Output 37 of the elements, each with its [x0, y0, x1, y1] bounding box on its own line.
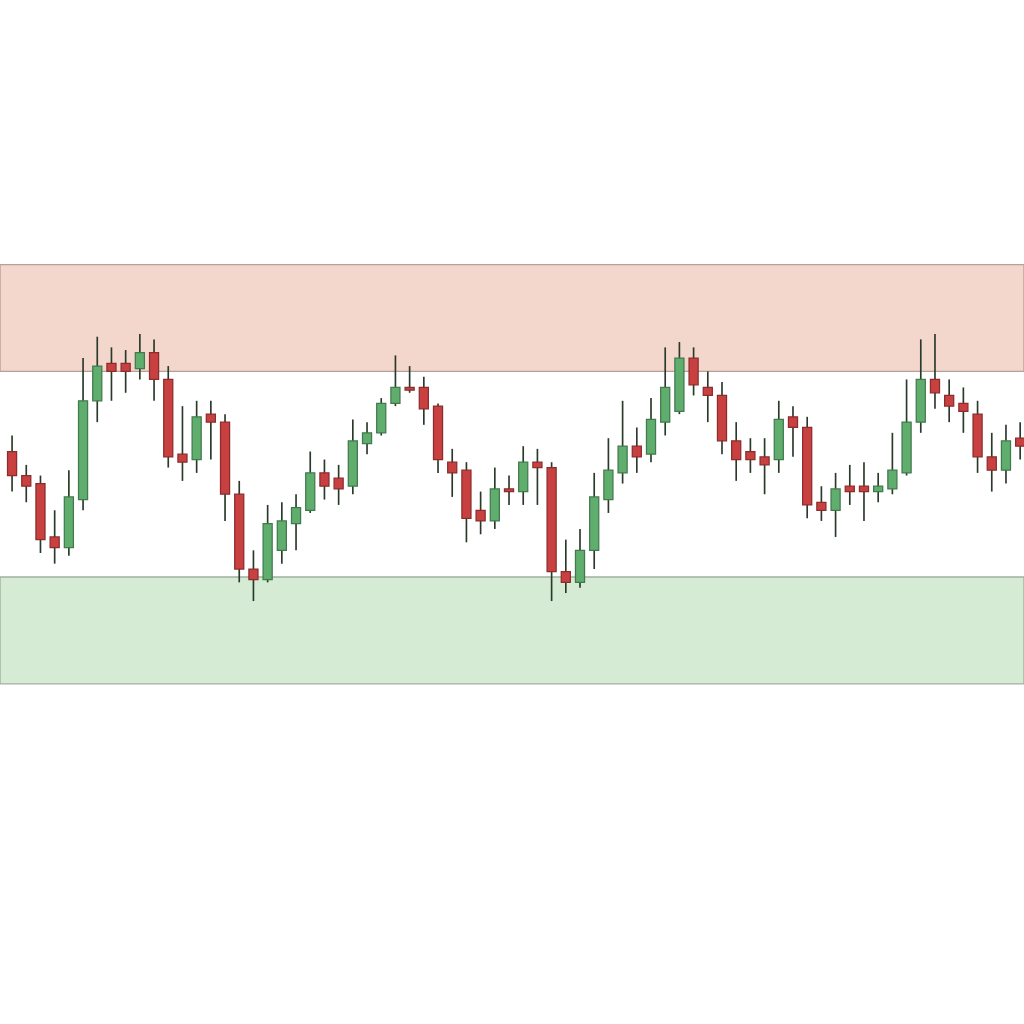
candlestick: [787, 405, 799, 458]
candlestick: [290, 493, 302, 552]
candlestick: [858, 461, 870, 522]
candlestick: [447, 448, 458, 498]
candlestick: [816, 485, 827, 522]
candlestick: [830, 472, 841, 538]
candlestick: [745, 437, 756, 474]
candlestick: [120, 349, 131, 394]
candlestick: [887, 431, 898, 496]
candlestick: [929, 333, 941, 410]
candlestick: [631, 426, 642, 474]
candlestick: [532, 448, 543, 506]
candlestick: [958, 386, 969, 434]
candlestick: [844, 464, 855, 506]
candlestick: [560, 538, 571, 594]
candlestick: [319, 458, 330, 501]
candlestick: [390, 354, 401, 407]
candlestick: [106, 346, 117, 402]
candlestick: [49, 509, 60, 565]
candlestick: [731, 421, 742, 482]
candlestick: [205, 399, 217, 461]
candlestick: [418, 375, 429, 426]
candlestick: [134, 333, 146, 381]
candlestick: [986, 431, 997, 493]
candlestick: [702, 370, 713, 423]
candlestick: [177, 405, 188, 482]
candlestick: [361, 421, 373, 456]
candlestick: [503, 474, 515, 506]
candlestick: [759, 437, 770, 496]
candlestick: [21, 464, 32, 504]
candlestick: [248, 549, 259, 602]
candlestick: [475, 490, 486, 536]
candlestick: [1014, 421, 1024, 461]
candlestick: [333, 464, 344, 506]
candlestick: [873, 472, 884, 504]
candlestick: [404, 365, 415, 394]
candlestick: [944, 378, 955, 423]
